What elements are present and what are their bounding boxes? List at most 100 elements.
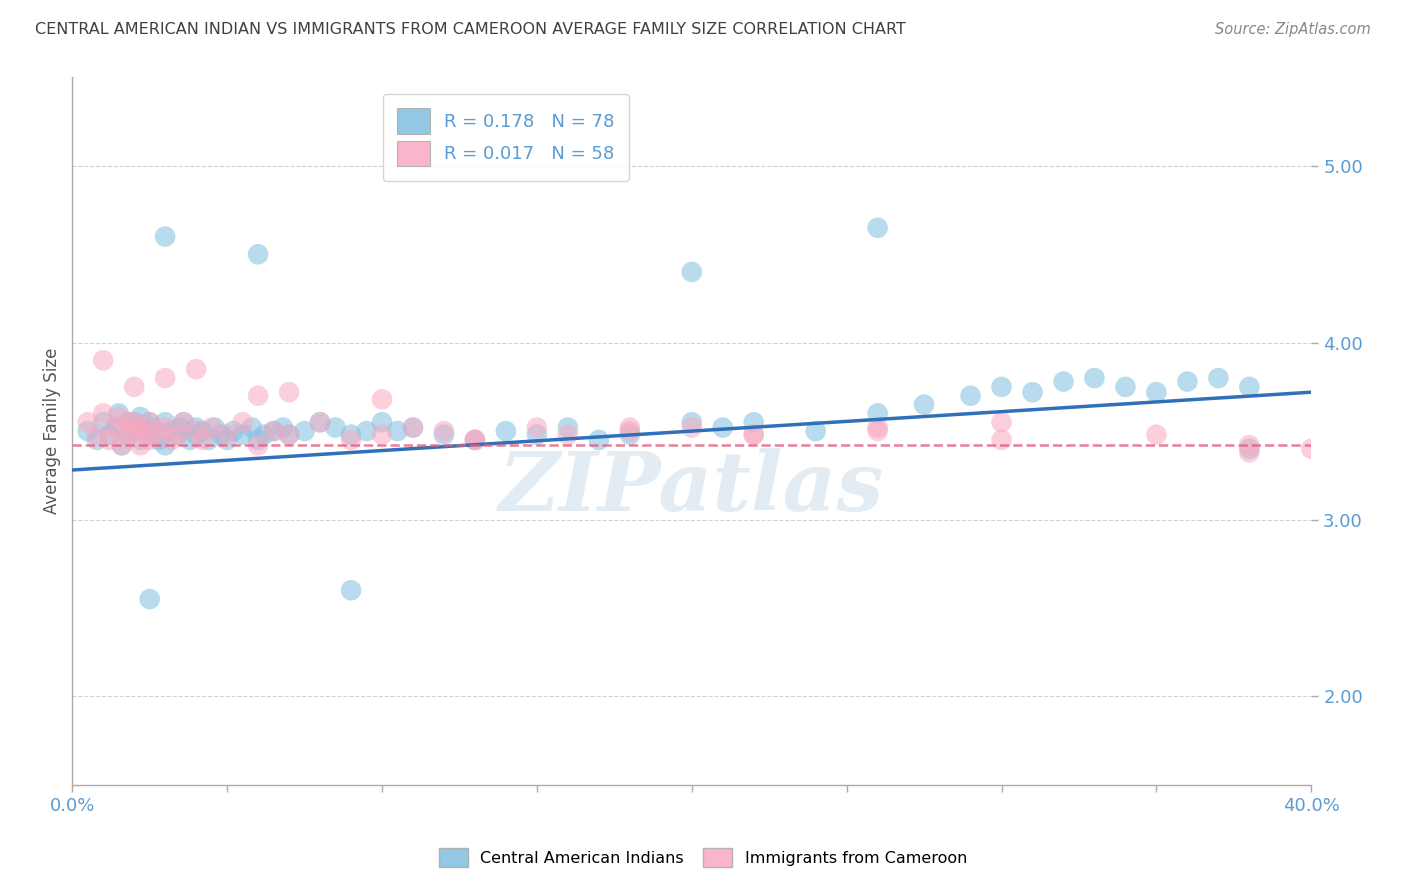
Point [122, 424, 145, 438]
Point [122, 415, 145, 429]
Point [742, 415, 765, 429]
Point [1239, 445, 1261, 459]
Point [959, 389, 981, 403]
Point [186, 362, 208, 376]
Point [232, 427, 254, 442]
Point [681, 265, 703, 279]
Point [107, 409, 129, 424]
Point [217, 427, 239, 442]
Point [191, 433, 214, 447]
Point [866, 420, 889, 434]
Point [371, 415, 394, 429]
Point [1146, 427, 1168, 442]
Point [104, 420, 127, 434]
Point [742, 427, 765, 442]
Point [122, 415, 145, 429]
Point [153, 371, 176, 385]
Point [464, 433, 486, 447]
Point [526, 427, 548, 442]
Point [1239, 380, 1261, 394]
Point [681, 415, 703, 429]
Point [138, 415, 160, 429]
Point [148, 433, 170, 447]
Point [117, 427, 139, 442]
Point [153, 229, 176, 244]
Point [247, 438, 270, 452]
Point [86, 427, 108, 442]
Legend: R = 0.178   N = 78, R = 0.017   N = 58: R = 0.178 N = 78, R = 0.017 N = 58 [382, 94, 628, 181]
Point [186, 420, 208, 434]
Point [232, 415, 254, 429]
Point [1052, 375, 1074, 389]
Point [129, 433, 152, 447]
Point [247, 389, 270, 403]
Point [464, 433, 486, 447]
Point [153, 415, 176, 429]
Point [325, 420, 347, 434]
Point [990, 380, 1012, 394]
Point [278, 427, 301, 442]
Point [804, 424, 827, 438]
Point [340, 433, 363, 447]
Point [138, 433, 160, 447]
Point [278, 427, 301, 442]
Text: Source: ZipAtlas.com: Source: ZipAtlas.com [1215, 22, 1371, 37]
Point [197, 433, 219, 447]
Point [495, 424, 517, 438]
Point [681, 420, 703, 434]
Point [98, 433, 121, 447]
Point [91, 353, 114, 368]
Point [86, 433, 108, 447]
Point [209, 427, 232, 442]
Point [122, 380, 145, 394]
Point [387, 424, 409, 438]
Point [104, 420, 127, 434]
Point [253, 427, 276, 442]
Point [526, 420, 548, 434]
Point [142, 420, 165, 434]
Text: CENTRAL AMERICAN INDIAN VS IMMIGRANTS FROM CAMEROON AVERAGE FAMILY SIZE CORRELAT: CENTRAL AMERICAN INDIAN VS IMMIGRANTS FR… [35, 22, 905, 37]
Point [76, 424, 98, 438]
Point [117, 427, 139, 442]
Point [135, 427, 157, 442]
Point [990, 415, 1012, 429]
Point [107, 406, 129, 420]
Point [402, 420, 425, 434]
Point [402, 420, 425, 434]
Point [356, 424, 378, 438]
Point [1239, 442, 1261, 456]
Point [129, 438, 152, 452]
Point [247, 433, 270, 447]
Point [91, 415, 114, 429]
Point [433, 427, 456, 442]
Point [371, 427, 394, 442]
Point [866, 406, 889, 420]
Point [191, 424, 214, 438]
Legend: Central American Indians, Immigrants from Cameroon: Central American Indians, Immigrants fro… [433, 842, 973, 873]
Point [278, 385, 301, 400]
Point [138, 415, 160, 429]
Point [371, 392, 394, 407]
Point [1208, 371, 1230, 385]
Point [179, 433, 201, 447]
Point [271, 420, 294, 434]
Point [619, 427, 641, 442]
Point [1021, 385, 1043, 400]
Text: ZIPatlas: ZIPatlas [499, 448, 884, 528]
Point [76, 415, 98, 429]
Point [1083, 371, 1105, 385]
Point [619, 420, 641, 434]
Point [129, 420, 152, 434]
Point [711, 420, 734, 434]
Point [135, 424, 157, 438]
Point [186, 424, 208, 438]
Point [263, 424, 285, 438]
Point [240, 420, 263, 434]
Point [557, 427, 579, 442]
Point [742, 427, 765, 442]
Point [204, 420, 226, 434]
Point [153, 438, 176, 452]
Point [588, 433, 610, 447]
Point [129, 409, 152, 424]
Point [294, 424, 316, 438]
